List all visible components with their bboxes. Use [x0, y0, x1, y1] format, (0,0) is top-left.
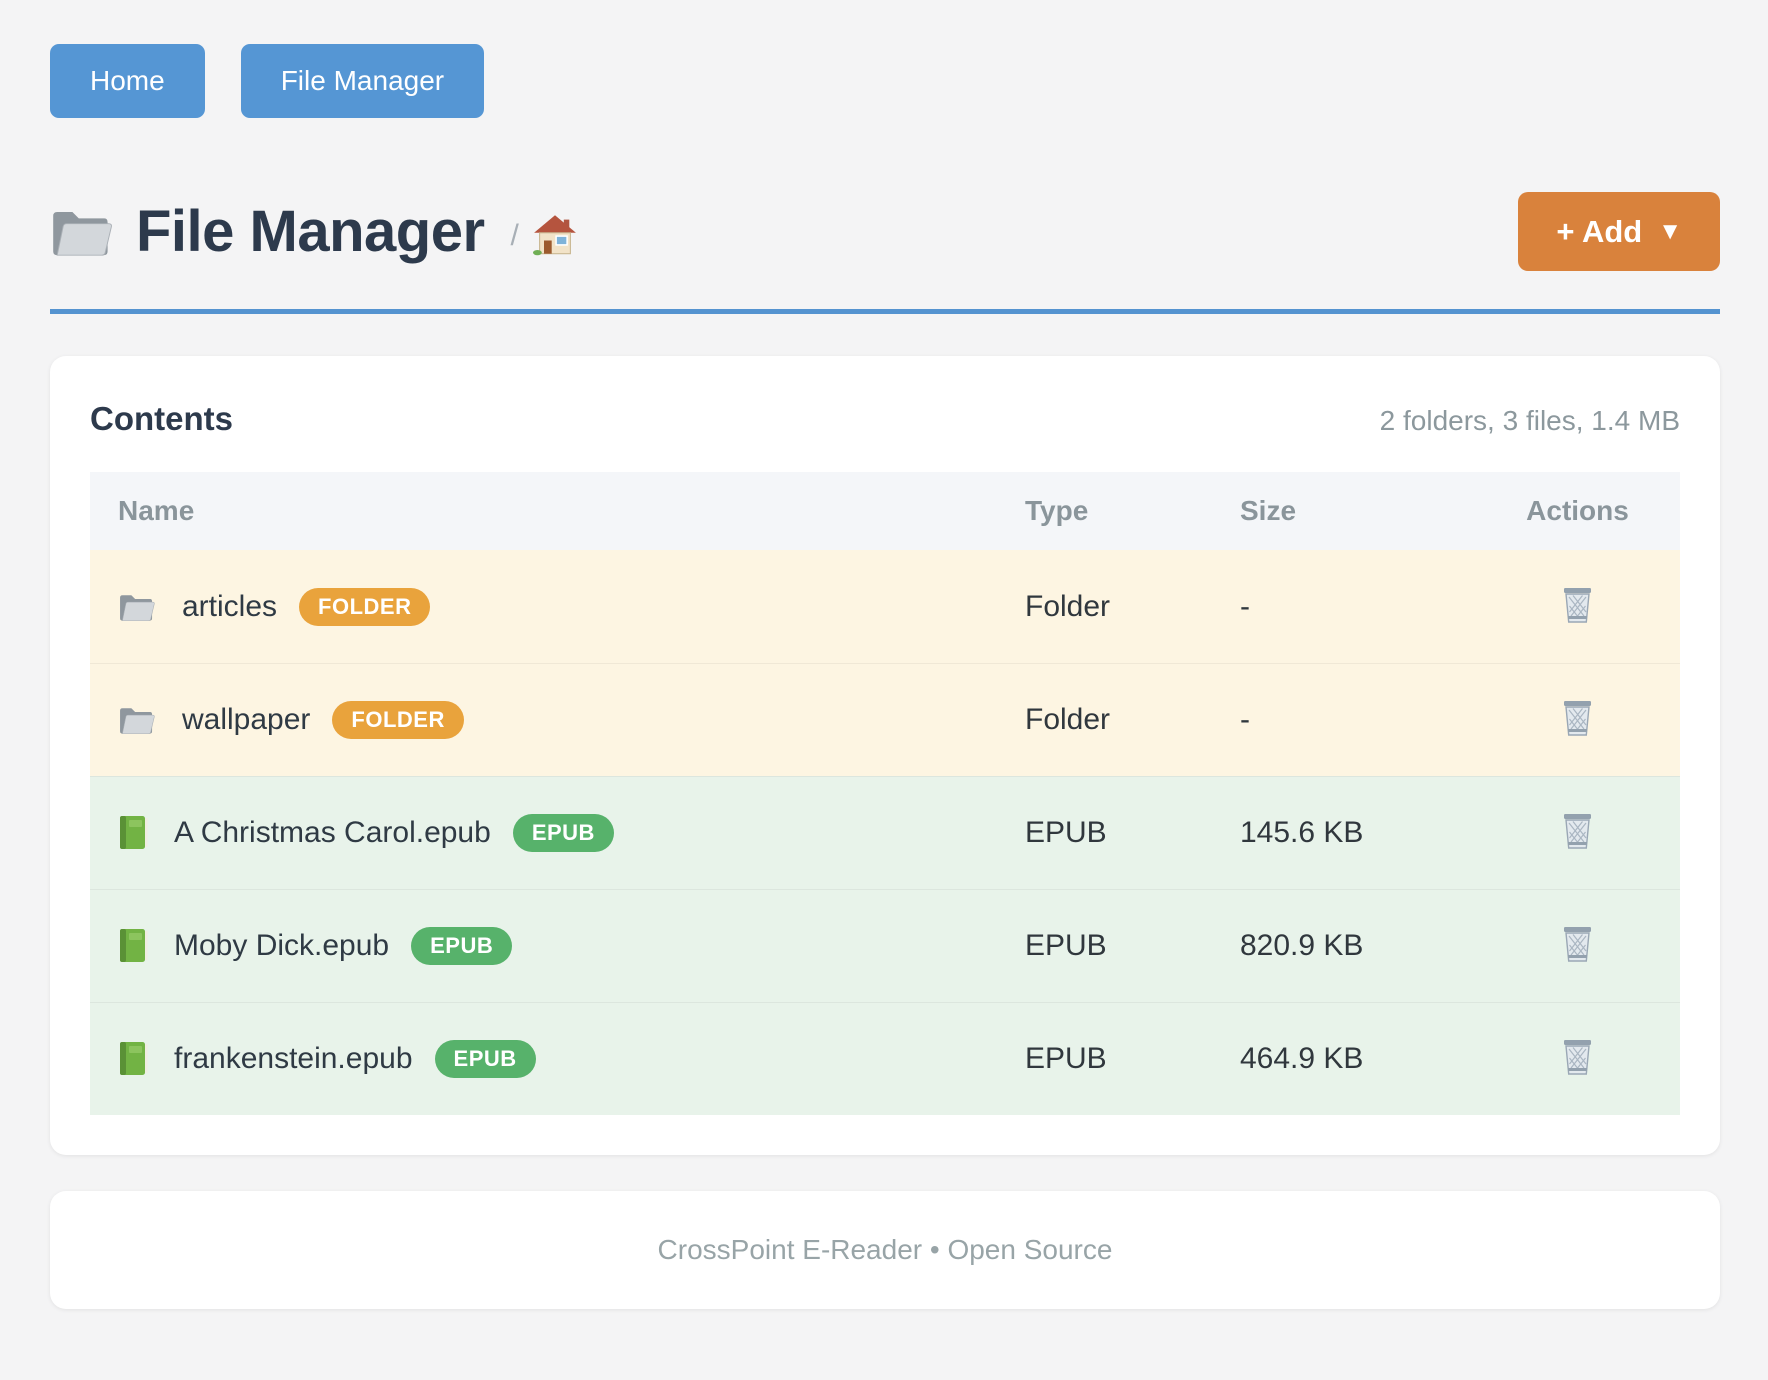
footer-card: CrossPoint E-Reader • Open Source [50, 1191, 1720, 1309]
contents-card: Contents 2 folders, 3 files, 1.4 MB Name… [50, 356, 1720, 1155]
type-badge: FOLDER [299, 587, 431, 626]
table-row: A Christmas Carol.epub EPUB EPUB 145.6 K… [90, 776, 1680, 889]
item-type: EPUB [1025, 928, 1107, 962]
item-name[interactable]: frankenstein.epub [174, 1041, 413, 1075]
trash-icon [1560, 812, 1595, 850]
top-nav: Home File Manager [50, 44, 1720, 118]
footer-text: CrossPoint E-Reader • Open Source [657, 1234, 1113, 1265]
item-size: - [1240, 589, 1250, 623]
trash-icon [1560, 1038, 1595, 1076]
item-name[interactable]: wallpaper [182, 702, 311, 736]
green-book-icon [118, 1041, 148, 1077]
col-header-size: Size [1240, 495, 1297, 526]
file-table: Name Type Size Actions articles FOLDER F… [90, 472, 1680, 1115]
item-size: 464.9 KB [1240, 1041, 1364, 1075]
page-header: File Manager / + Add ▼ [50, 192, 1720, 271]
col-header-actions: Actions [1526, 495, 1629, 526]
delete-button[interactable] [1556, 1034, 1599, 1080]
page-title: File Manager [136, 199, 485, 264]
table-row: articles FOLDER Folder - [90, 550, 1680, 663]
delete-button[interactable] [1556, 695, 1599, 741]
table-row: frankenstein.epub EPUB EPUB 464.9 KB [90, 1002, 1680, 1115]
delete-button[interactable] [1556, 582, 1599, 628]
delete-button[interactable] [1556, 921, 1599, 967]
folder-icon [118, 591, 156, 623]
green-book-icon [118, 928, 148, 964]
item-name[interactable]: Moby Dick.epub [174, 928, 390, 962]
item-type: Folder [1025, 589, 1111, 623]
contents-heading: Contents [90, 400, 233, 437]
type-badge: EPUB [512, 813, 614, 852]
item-size: - [1240, 702, 1250, 736]
add-button[interactable]: + Add ▼ [1518, 192, 1720, 271]
item-type: EPUB [1025, 1041, 1107, 1075]
item-name[interactable]: A Christmas Carol.epub [174, 815, 491, 849]
table-header-row: Name Type Size Actions [90, 472, 1680, 550]
house-icon [532, 214, 577, 257]
type-badge: EPUB [411, 926, 513, 965]
title-divider [50, 309, 1720, 314]
folder-icon [50, 204, 114, 260]
trash-icon [1560, 699, 1595, 737]
table-row: Moby Dick.epub EPUB EPUB 820.9 KB [90, 889, 1680, 1002]
type-badge: FOLDER [332, 700, 464, 739]
item-type: EPUB [1025, 815, 1107, 849]
item-size: 820.9 KB [1240, 928, 1364, 962]
file-manager-page: Home File Manager File Manager / + Add ▼… [50, 44, 1720, 1309]
folder-icon [118, 704, 156, 736]
breadcrumb-home[interactable] [532, 214, 577, 259]
item-type: Folder [1025, 702, 1111, 736]
contents-summary: 2 folders, 3 files, 1.4 MB [1379, 405, 1680, 436]
breadcrumb-separator: / [510, 218, 519, 252]
green-book-icon [118, 815, 148, 851]
nav-home-button[interactable]: Home [50, 44, 205, 118]
col-header-name: Name [118, 495, 195, 526]
col-header-type: Type [1025, 495, 1089, 526]
item-name[interactable]: articles [182, 589, 278, 623]
trash-icon [1560, 925, 1595, 963]
add-button-label: + Add [1556, 214, 1643, 249]
item-size: 145.6 KB [1240, 815, 1364, 849]
trash-icon [1560, 586, 1595, 624]
type-badge: EPUB [434, 1039, 536, 1078]
delete-button[interactable] [1556, 808, 1599, 854]
table-row: wallpaper FOLDER Folder - [90, 663, 1680, 776]
caret-down-icon: ▼ [1658, 217, 1682, 245]
nav-file-manager-button[interactable]: File Manager [240, 44, 485, 118]
